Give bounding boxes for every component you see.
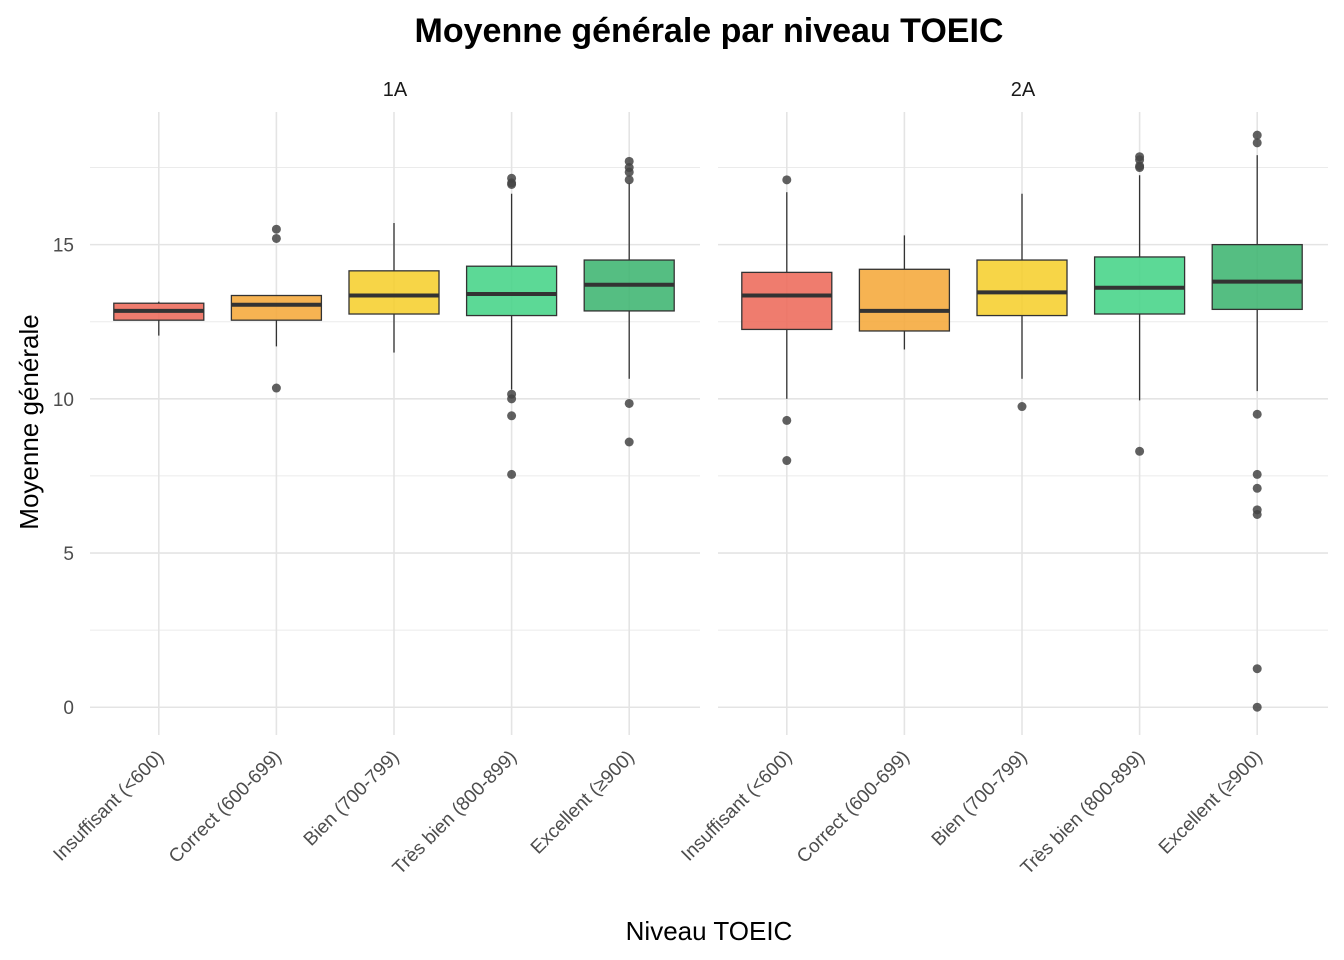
outlier-point (624, 398, 634, 408)
outlier-point (507, 179, 517, 189)
outlier-point (1252, 469, 1262, 479)
x-tick-label: Bien (700-799) (928, 747, 1032, 851)
outlier-point (1252, 130, 1262, 140)
x-tick-label: Correct (600-699) (793, 747, 914, 868)
chart-title: Moyenne générale par niveau TOEIC (415, 12, 1004, 50)
outlier-point (1135, 155, 1145, 165)
outlier-point (782, 415, 792, 425)
outlier-point (271, 233, 281, 243)
outlier-point (1135, 446, 1145, 456)
x-tick-label: Insuffisant (<600) (678, 747, 797, 866)
y-tick-label: 10 (53, 390, 74, 411)
panel-strip-label: 1A (383, 79, 408, 101)
y-tick-label: 0 (63, 698, 74, 719)
x-tick-label: Très bien (800-899) (389, 747, 521, 879)
outlier-point (1252, 138, 1262, 148)
box-body (858, 268, 951, 332)
box-body (741, 271, 833, 331)
outlier-point (1252, 409, 1262, 419)
outlier-point (1252, 483, 1262, 493)
outlier-point (1017, 402, 1027, 412)
outlier-point (624, 156, 634, 166)
outlier-point (1252, 509, 1262, 519)
box-1A-4: Excellent (≥900) (527, 156, 675, 859)
x-tick-label: Bien (700-799) (300, 747, 404, 851)
box-body (230, 294, 323, 321)
box-body (465, 265, 558, 317)
outlier-point (624, 437, 634, 447)
x-tick-label: Insuffisant (<600) (50, 747, 169, 866)
outlier-point (1135, 163, 1145, 173)
outlier-point (782, 456, 792, 466)
box-2A-0: Insuffisant (<600) (678, 175, 833, 866)
box-1A-1: Correct (600-699) (165, 224, 323, 868)
x-tick-label: Excellent (≥900) (1155, 747, 1267, 859)
outlier-point (782, 175, 792, 185)
box-body (976, 259, 1068, 317)
x-tick-label: Très bien (800-899) (1017, 747, 1149, 879)
outlier-point (1252, 702, 1262, 712)
x-tick-label: Correct (600-699) (165, 747, 286, 868)
box-2A-4: Excellent (≥900) (1155, 130, 1303, 859)
panel-2A: 2A Insuffisant (<600)Correct (600-699) Bie… (678, 79, 1328, 879)
outlier-point (624, 167, 634, 177)
y-tick-label: 5 (63, 544, 74, 565)
panel-1A: 1A Insuffisant (<600)Correct (600-699) Bie… (50, 79, 700, 879)
outlier-point (271, 224, 281, 234)
outlier-point (1252, 664, 1262, 674)
y-axis-title: Moyenne générale (14, 314, 44, 529)
outlier-point (624, 175, 634, 185)
outlier-point (507, 469, 517, 479)
x-axis-title: Niveau TOEIC (626, 916, 793, 946)
y-tick-label: 15 (53, 236, 74, 257)
outlier-point (507, 394, 517, 404)
box-body (1211, 243, 1303, 311)
box-1A-0: Insuffisant (<600) (50, 301, 205, 866)
outlier-point (507, 411, 517, 421)
panel-strip-label: 2A (1011, 79, 1036, 101)
box-body (1093, 256, 1186, 315)
box-2A-1: Correct (600-699) (793, 235, 951, 868)
x-tick-label: Excellent (≥900) (527, 747, 639, 859)
box-body (348, 270, 440, 315)
outlier-point (271, 383, 281, 393)
